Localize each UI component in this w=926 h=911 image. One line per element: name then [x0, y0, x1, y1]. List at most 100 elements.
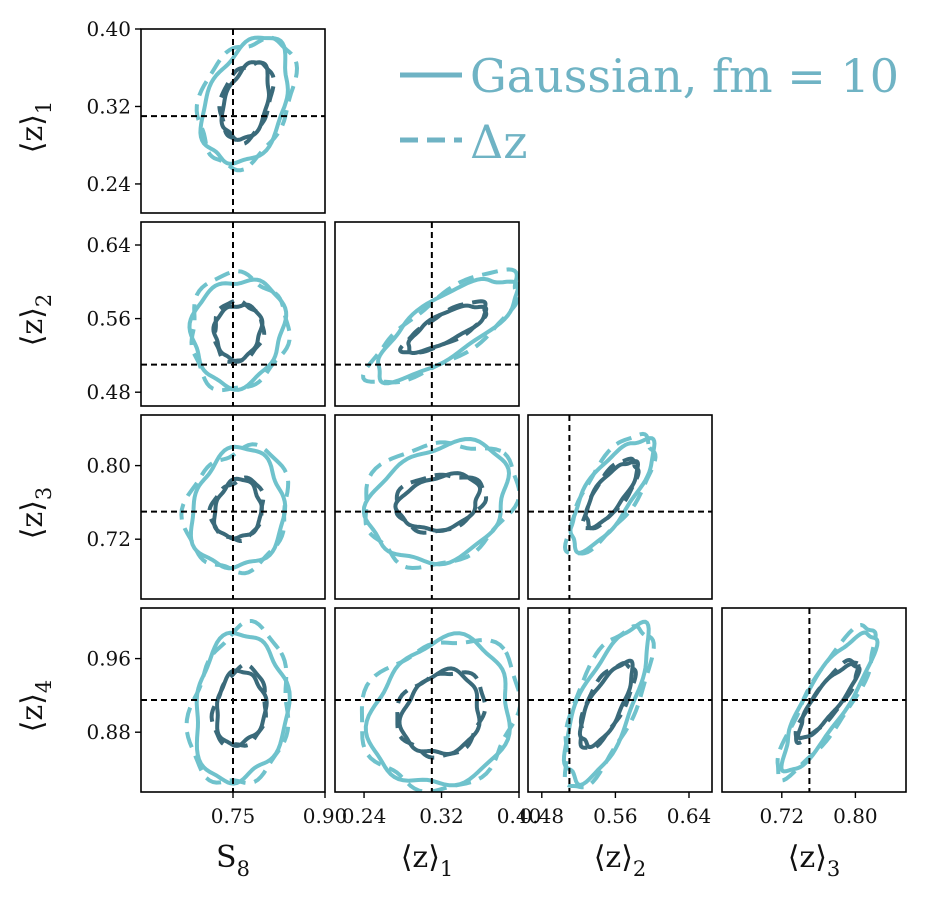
legend-label-gaussian: Gaussian, fm = 10	[470, 49, 899, 103]
x-axis-label-main: S	[216, 840, 237, 875]
contour-outer-dashed	[775, 623, 878, 783]
contour-inner-dashed	[207, 475, 266, 543]
contour-inner-solid	[219, 60, 271, 142]
y-axis-label-sub: 4	[32, 680, 56, 693]
panel-contours	[141, 608, 325, 792]
y-tick-label-z4: 0.96	[86, 647, 131, 671]
panel-contours	[335, 608, 519, 792]
x-tick-label-z2: 0.48	[520, 804, 565, 828]
panel-S8-z2	[140, 221, 326, 407]
legend: Gaussian, fm = 10 Δz	[400, 49, 899, 169]
contour-inner-solid	[397, 666, 482, 756]
contour-outer-dashed	[184, 619, 291, 786]
contour-inner-solid	[577, 658, 635, 750]
panel-frame	[140, 414, 326, 600]
panel-contours	[335, 415, 519, 599]
contour-inner-dashed	[578, 661, 638, 751]
y-axis-label-main: ⟨z⟩	[15, 500, 50, 539]
x-tick-label-z1: 0.32	[419, 804, 464, 828]
contour-outer-dashed	[179, 442, 291, 576]
contour-outer-solid	[194, 630, 292, 786]
x-tick-label-z3: 0.80	[833, 804, 878, 828]
panel-frame	[527, 414, 713, 600]
contour-inner-dashed	[212, 298, 267, 364]
y-tick-label-z3: 0.72	[86, 527, 131, 551]
contour-outer-dashed	[363, 440, 519, 570]
contour-inner-dashed	[395, 670, 488, 760]
y-axis-label-sub: 2	[32, 294, 56, 307]
panel-contours	[528, 415, 712, 599]
x-axis-label-sub: 3	[827, 857, 840, 881]
panel-frame	[527, 607, 713, 793]
panel-z2-z3	[527, 414, 713, 600]
panel-z1-z4	[334, 607, 520, 793]
contour-inner-dashed	[793, 658, 861, 745]
y-axis-label-z2: ⟨z⟩2	[15, 294, 56, 347]
panel-frame	[140, 28, 326, 214]
x-tick-label-z1: 0.40	[497, 804, 542, 828]
x-tick-label-z2: 0.56	[593, 804, 638, 828]
x-axis-label-main: ⟨z⟩	[788, 840, 827, 875]
panel-contours	[528, 608, 712, 792]
y-tick-label-z1: 0.40	[86, 17, 131, 41]
contour-inner-dashed	[209, 662, 268, 748]
contour-outer-dashed	[562, 624, 656, 790]
contour-inner-dashed	[580, 456, 641, 531]
panel-frame	[140, 221, 326, 407]
panel-z2-z4	[527, 607, 713, 793]
x-axis-label-S8: S8	[216, 840, 250, 881]
contour-inner-solid	[393, 471, 483, 533]
legend-label-deltaz: Δz	[470, 115, 527, 169]
panel-contours	[141, 222, 325, 406]
panel-S8-z4	[140, 607, 326, 793]
panel-z3-z4	[721, 607, 907, 793]
contour-outer-dashed	[563, 431, 658, 556]
contour-outer-solid	[568, 436, 657, 555]
x-axis-label-main: ⟨z⟩	[594, 840, 633, 875]
y-axis-label-main: ⟨z⟩	[15, 114, 50, 153]
y-axis-label-z4: ⟨z⟩4	[15, 680, 56, 733]
x-tick-label-S8: 0.90	[303, 804, 348, 828]
panels-layer: 0.240.320.40⟨z⟩10.480.560.64⟨z⟩20.720.80…	[15, 17, 907, 881]
contour-inner-dashed	[398, 299, 489, 355]
panel-contours	[141, 415, 325, 599]
panel-frame	[721, 607, 907, 793]
y-tick-label-z2: 0.56	[86, 307, 131, 331]
contour-outer-solid	[188, 444, 288, 571]
contour-outer-solid	[361, 437, 511, 567]
contour-outer-dashed	[359, 638, 519, 792]
panel-z1-z2	[334, 221, 520, 407]
y-axis-label-main: ⟨z⟩	[15, 307, 50, 346]
y-tick-label-z4: 0.88	[86, 720, 131, 744]
y-tick-label-z2: 0.64	[86, 233, 131, 257]
contour-inner-dashed	[394, 472, 489, 535]
y-tick-label-z3: 0.80	[86, 454, 131, 478]
contour-outer-dashed	[194, 35, 299, 173]
y-tick-label-z1: 0.32	[86, 94, 131, 118]
contour-outer-solid	[198, 35, 290, 166]
y-axis-label-sub: 1	[32, 101, 56, 114]
y-axis-label-z1: ⟨z⟩1	[15, 101, 56, 154]
y-axis-label-sub: 3	[32, 487, 56, 500]
x-axis-label-main: ⟨z⟩	[401, 840, 440, 875]
contour-outer-solid	[779, 630, 880, 774]
panel-S8-z1	[140, 28, 326, 214]
panel-S8-z3	[140, 414, 326, 600]
y-axis-label-z3: ⟨z⟩3	[15, 487, 56, 540]
panel-contours	[722, 608, 906, 792]
x-tick-label-z3: 0.72	[760, 804, 805, 828]
x-tick-label-S8: 0.75	[211, 804, 256, 828]
panel-z1-z3	[334, 414, 520, 600]
x-axis-label-sub: 1	[440, 857, 453, 881]
x-axis-label-z3: ⟨z⟩3	[788, 840, 841, 881]
panel-contours	[141, 29, 325, 213]
panel-frame	[334, 607, 520, 793]
contour-outer-solid	[561, 619, 651, 787]
contour-outer-solid	[187, 277, 289, 392]
contour-outer-solid	[376, 277, 519, 386]
contour-inner-dashed	[217, 60, 276, 146]
panel-frame	[334, 414, 520, 600]
x-tick-label-z1: 0.24	[342, 804, 387, 828]
contour-outer-solid	[363, 631, 512, 788]
